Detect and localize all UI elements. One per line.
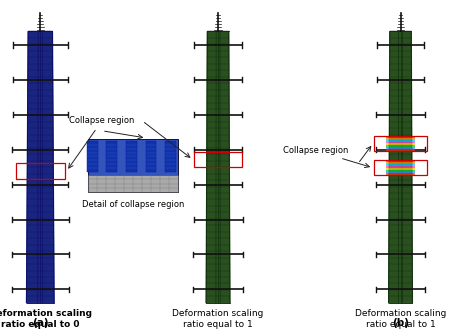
Bar (386, 170, 415, 171)
Bar (126, 141, 137, 172)
Bar (16, 163, 65, 179)
Bar (386, 168, 415, 170)
Bar (374, 136, 427, 151)
Bar (386, 145, 415, 147)
Bar (386, 140, 415, 142)
Text: Deformation scaling
ratio equal to 1: Deformation scaling ratio equal to 1 (173, 309, 264, 329)
Polygon shape (27, 31, 54, 303)
Polygon shape (389, 31, 412, 303)
Bar (386, 136, 415, 138)
Bar (87, 141, 98, 172)
Bar (386, 161, 415, 162)
Text: Detail of collapse region: Detail of collapse region (82, 200, 184, 209)
Bar (194, 152, 242, 167)
Bar (88, 175, 178, 192)
Bar (386, 142, 415, 143)
Polygon shape (206, 31, 230, 303)
Bar (165, 141, 176, 172)
Text: Collapse region: Collapse region (283, 146, 369, 167)
Bar (88, 139, 178, 192)
Bar (386, 173, 415, 175)
Text: (a): (a) (32, 318, 49, 328)
Bar (386, 171, 415, 173)
Bar (386, 138, 415, 140)
Bar (386, 143, 415, 145)
Bar (386, 164, 415, 166)
Bar (386, 149, 415, 151)
Bar (386, 162, 415, 164)
Bar (386, 166, 415, 168)
Bar (374, 161, 427, 175)
Bar (146, 141, 156, 172)
Bar (106, 141, 117, 172)
Text: (b): (b) (392, 318, 409, 328)
Bar (386, 147, 415, 149)
Text: Deformation scaling
ratio equal to 0: Deformation scaling ratio equal to 0 (0, 309, 92, 329)
Text: Collapse region: Collapse region (69, 116, 135, 168)
Text: Deformation scaling
ratio equal to 1: Deformation scaling ratio equal to 1 (355, 309, 446, 329)
